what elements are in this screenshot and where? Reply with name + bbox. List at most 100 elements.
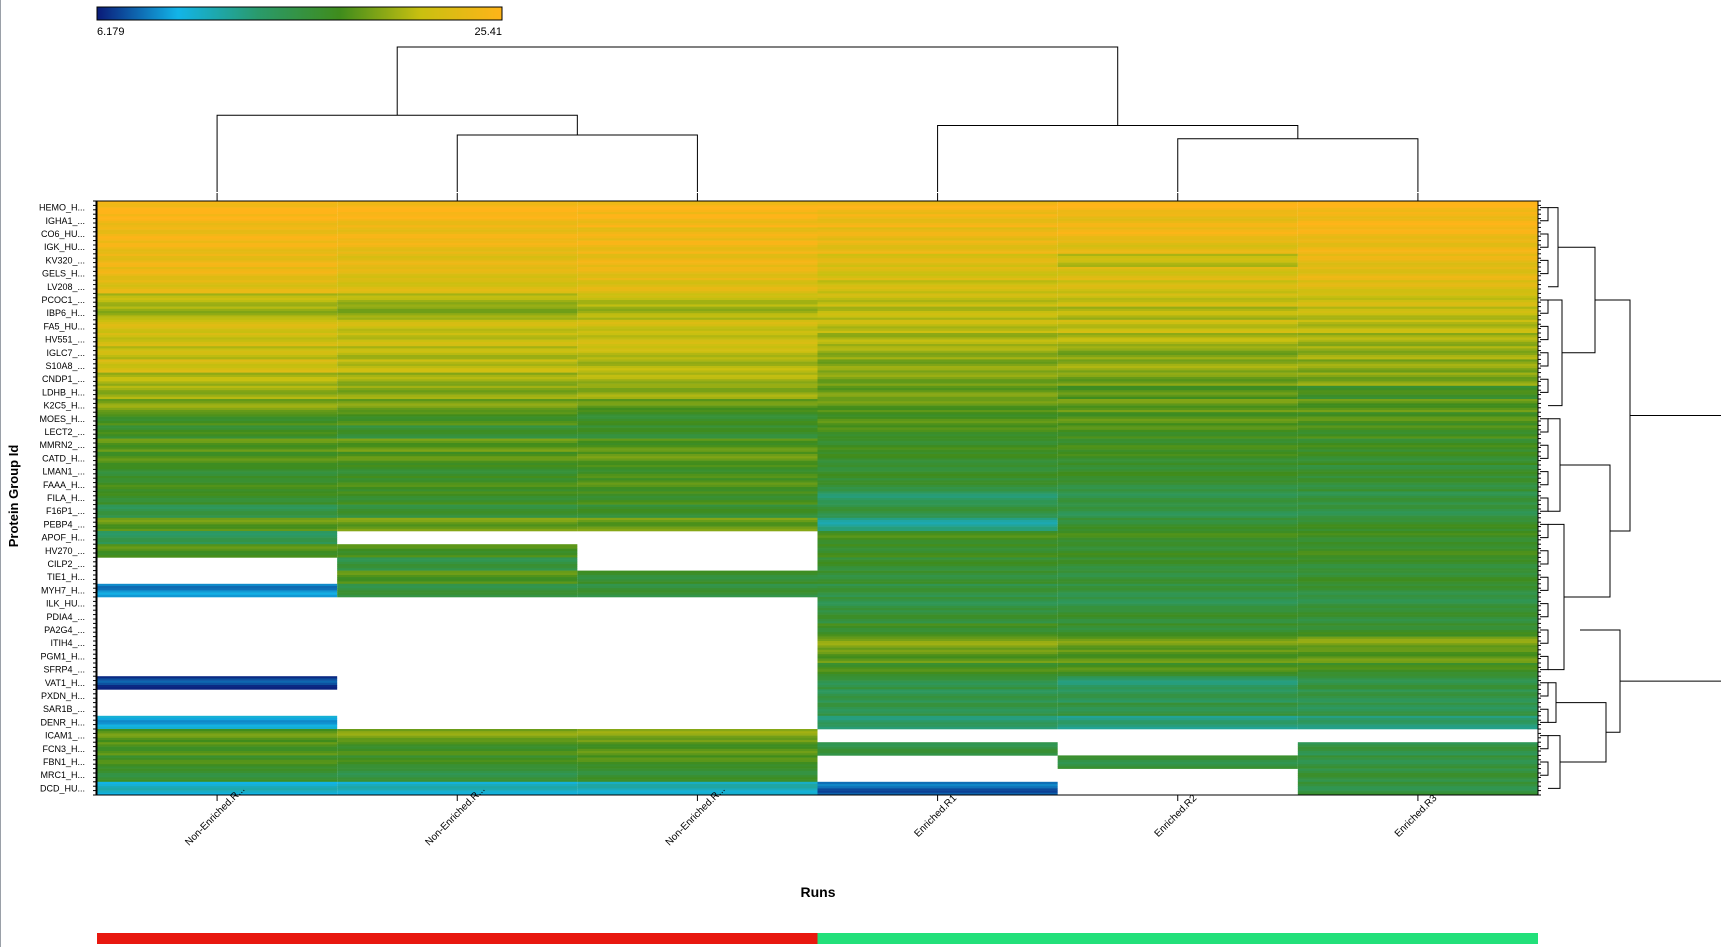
dendrogram-link (1548, 418, 1561, 512)
heatmap-cell (1057, 715, 1298, 730)
y-axis: HEMO_H... IGHA1_... CO6_HU... IGK_HU... KV32… (39, 200, 1541, 796)
y-tick-label: VAT1_H... (45, 678, 85, 688)
x-tick-label: Enriched.R2 (1153, 793, 1200, 840)
heatmap-cell (577, 729, 818, 743)
heatmap-cell (1057, 570, 1298, 585)
heatmap-cell (817, 385, 1058, 400)
heatmap-cell (1057, 359, 1298, 373)
heatmap-cell (577, 333, 818, 347)
dendrogram-link (1540, 523, 1549, 539)
heatmap-cell (577, 742, 818, 756)
column-dendrogram (216, 46, 1419, 192)
y-tick-label: CILP2_... (47, 559, 85, 569)
color-scale-legend: 6.179 25.41 (96, 6, 503, 38)
heatmap-cell (817, 333, 1058, 347)
y-tick-label: IGHA1_... (45, 216, 85, 226)
heatmap-cell (577, 306, 818, 321)
heatmap-cell (337, 227, 578, 241)
heatmap-cell (97, 583, 338, 598)
heatmap-cell (337, 280, 578, 294)
dendrogram-link (1540, 708, 1549, 723)
heatmap-cell (97, 755, 338, 769)
dendrogram-link (1548, 299, 1563, 407)
heatmap-cell (337, 359, 578, 373)
color-scale-bar (96, 6, 503, 21)
dendrogram-link (1540, 444, 1549, 459)
dendrogram-link (1580, 629, 1621, 733)
dendrogram-link (1540, 550, 1549, 565)
heatmap-cell (97, 781, 338, 796)
heatmap-cell (1057, 755, 1298, 769)
heatmap-cell (337, 399, 578, 413)
heatmap-cell (817, 531, 1058, 545)
heatmap-cell (97, 293, 338, 307)
group-bar-segment (97, 933, 818, 944)
heatmap-cell (1297, 755, 1538, 769)
heatmap-cell (1057, 346, 1298, 360)
heatmap-cell (577, 438, 818, 453)
y-tick-label: HEMO_H... (39, 203, 85, 213)
heatmap-cell (817, 597, 1058, 611)
y-tick-label: K2C5_H... (43, 401, 85, 411)
heatmap-cell (1297, 504, 1538, 519)
dendrogram-link (1558, 246, 1596, 354)
heatmap-cell (1297, 346, 1538, 360)
heatmap-cell (1297, 597, 1538, 611)
heatmap-cell (337, 385, 578, 400)
heatmap-cell (1297, 438, 1538, 453)
heatmap-cell (817, 491, 1058, 505)
heatmap-cell (1297, 412, 1538, 426)
heatmap-cell (817, 465, 1058, 479)
heatmap-cell (577, 201, 818, 215)
heatmap-cell (1297, 702, 1538, 717)
heatmap-cell (1057, 597, 1298, 611)
heatmap-cell (1297, 465, 1538, 479)
heatmap-cell (817, 425, 1058, 439)
heatmap-cell (337, 504, 578, 519)
y-tick-label: LV208_... (47, 282, 85, 292)
heatmap-cell (1297, 478, 1538, 492)
heatmap-cell (97, 372, 338, 387)
dendrogram-link (1540, 325, 1549, 341)
dendrogram-link (1548, 523, 1565, 671)
heatmap-cell (577, 465, 818, 479)
heatmap-cell (97, 333, 338, 347)
heatmap-cell (817, 570, 1058, 585)
heatmap-cell (1057, 689, 1298, 703)
heatmap-cell (337, 755, 578, 769)
heatmap-cell (1297, 293, 1538, 307)
heatmap-cell (1057, 280, 1298, 294)
heatmap-cell (97, 201, 338, 215)
heatmap-cell (97, 425, 338, 439)
heatmap-cell (577, 517, 818, 532)
dendrogram-link (1548, 207, 1559, 288)
dendrogram-link (1560, 464, 1611, 598)
heatmap-cell (1057, 438, 1298, 453)
y-tick-label: LECT2_... (44, 427, 85, 437)
heatmap-cell (1297, 517, 1538, 532)
heatmap-cell (817, 742, 1058, 756)
heatmap-cell (817, 544, 1058, 558)
heatmap-cell (97, 227, 338, 241)
heatmap-cell (1057, 372, 1298, 387)
heatmap-cell (1057, 610, 1298, 624)
heatmap-cell (577, 267, 818, 281)
heatmap-cell (1057, 293, 1298, 307)
dendrogram-link (1540, 299, 1549, 314)
heatmap-cell (817, 557, 1058, 571)
heatmap-cell (577, 768, 818, 783)
y-tick-label: HV551_... (45, 335, 85, 345)
y-tick-label: PEBP4_... (43, 519, 85, 529)
heatmap-cell (817, 227, 1058, 241)
heatmap-cell (817, 240, 1058, 255)
heatmap-cell (1297, 385, 1538, 400)
heatmap-cell (1297, 333, 1538, 347)
heatmap-cell (97, 715, 338, 730)
heatmap-cell (817, 702, 1058, 717)
heatmap-cell (337, 517, 578, 532)
heatmap-cell (1057, 399, 1298, 413)
heatmap-cell (1297, 636, 1538, 651)
column-group-bar (97, 933, 1538, 944)
heatmap-cell (337, 465, 578, 479)
